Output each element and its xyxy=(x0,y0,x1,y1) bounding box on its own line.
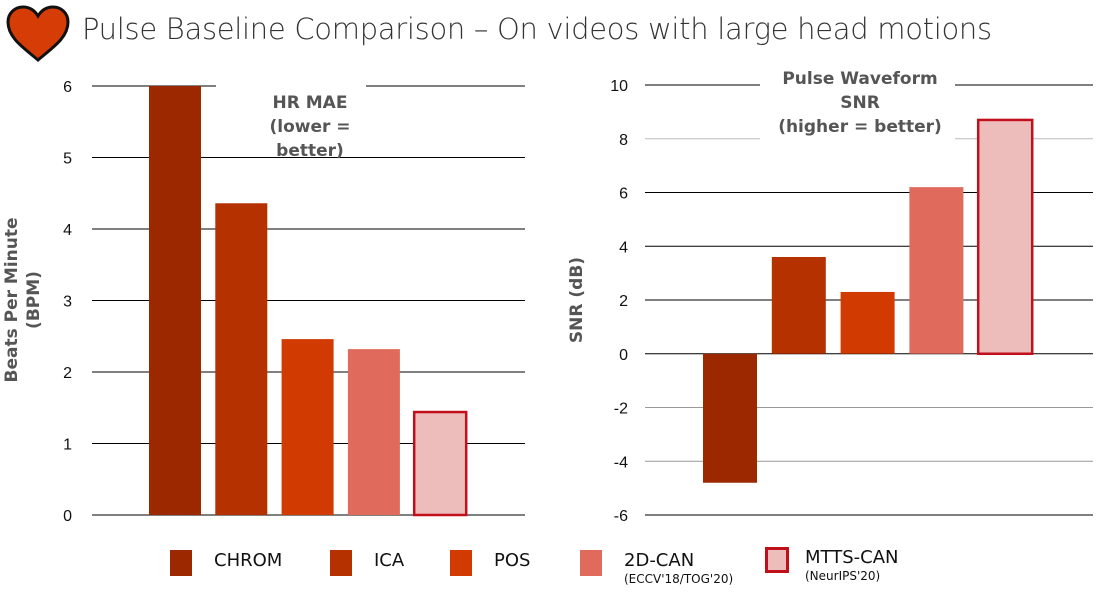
legend-label: POS xyxy=(494,550,531,571)
legend-sublabel: (NeurIPS'20) xyxy=(805,569,881,583)
y-tick-label: -6 xyxy=(614,508,628,525)
y-axis-label: SNR (dB) xyxy=(567,257,587,343)
y-tick-label: 1 xyxy=(63,437,72,454)
y-axis-label: (BPM) xyxy=(24,271,44,329)
bar-chrom xyxy=(149,86,201,515)
y-tick-label: 3 xyxy=(63,294,72,311)
y-tick-label: 8 xyxy=(619,132,628,149)
legend-swatch xyxy=(450,550,472,576)
y-tick-label: -2 xyxy=(614,401,628,418)
bar-pos xyxy=(840,291,895,354)
chart-title: (higher = better) xyxy=(778,117,942,137)
legend-sublabel: (ECCV'18/TOG'20) xyxy=(624,572,734,586)
legend-item-2d-can: 2D-CAN (ECCV'18/TOG'20) xyxy=(580,550,733,586)
y-tick-label: 6 xyxy=(63,79,72,96)
legend-swatch xyxy=(170,550,192,576)
legend-label: MTTS-CAN xyxy=(805,547,899,568)
legend-item-chrom: CHROM xyxy=(170,550,282,576)
legend-item-ica: ICA xyxy=(330,550,404,576)
y-tick-label: 2 xyxy=(619,293,628,310)
chart-title: SNR xyxy=(840,93,880,113)
legend-item-mtts-can: MTTS-CAN (NeurIPS'20) xyxy=(765,547,898,583)
chart-title: HR MAE xyxy=(273,93,348,113)
y-tick-label: 2 xyxy=(63,365,72,382)
y-tick-label: 5 xyxy=(63,151,72,168)
bar-ica xyxy=(771,257,826,354)
y-tick-label: 0 xyxy=(619,347,628,364)
bar-mtts-can xyxy=(976,118,1034,355)
y-tick-label: -4 xyxy=(614,454,628,471)
legend-swatch xyxy=(765,547,789,573)
page-title: Pulse Baseline Comparison – On videos wi… xyxy=(82,12,992,46)
bar-2d-can xyxy=(909,187,964,354)
legend-swatch xyxy=(580,550,602,576)
legend-item-pos: POS xyxy=(450,550,530,576)
legend-label: CHROM xyxy=(214,550,283,571)
y-tick-label: 0 xyxy=(63,508,72,525)
chart-title: Pulse Waveform xyxy=(782,69,937,89)
y-tick-label: 6 xyxy=(619,186,628,203)
y-tick-label: 4 xyxy=(619,239,628,256)
y-tick-label: 4 xyxy=(63,222,72,239)
bar-pos xyxy=(281,339,334,515)
bar-chrom xyxy=(703,353,757,483)
legend-label: 2D-CAN xyxy=(624,550,695,571)
y-tick-label: 10 xyxy=(610,78,628,95)
y-axis-label: Beats Per Minute xyxy=(2,217,22,382)
chart-title: better) xyxy=(276,141,344,161)
legend-label: ICA xyxy=(374,550,405,571)
bar-ica xyxy=(215,203,268,515)
chart-title: (lower = xyxy=(269,117,350,137)
legend-swatch xyxy=(330,550,352,576)
bar-mtts-can xyxy=(412,410,468,517)
heart-icon xyxy=(6,5,70,62)
bar-2d-can xyxy=(347,349,400,515)
